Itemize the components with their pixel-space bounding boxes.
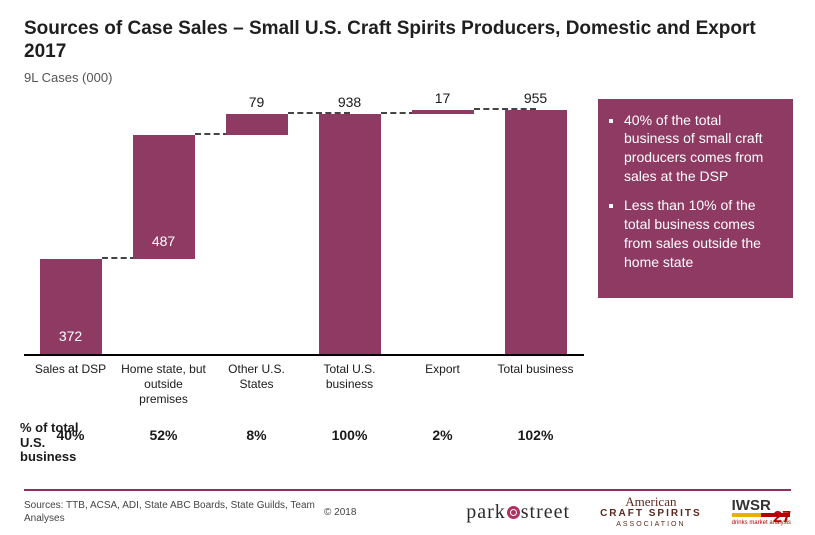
copyright-text: © 2018	[324, 507, 384, 518]
acsa-logo-line1: American	[625, 494, 676, 509]
parkstreet-logo-icon	[507, 506, 520, 519]
x-axis-label: Export	[396, 362, 489, 407]
x-axis-label: Home state, but outside premises	[117, 362, 210, 407]
percent-row: % of total U.S. business 40%52%8%100%2%1…	[24, 427, 584, 443]
footer-logos: park street American CRAFT SPIRITS ASSOCI…	[384, 495, 791, 529]
bar-value-label: 372	[40, 328, 102, 344]
bar	[226, 114, 288, 134]
percent-value: 52%	[117, 427, 210, 443]
acsa-logo: American CRAFT SPIRITS ASSOCIATION	[600, 495, 702, 529]
iwsr-logo-text: IWSR	[732, 497, 771, 514]
x-axis-label: Total business	[489, 362, 582, 407]
key-takeaways-box: 40% of the total business of small craft…	[598, 99, 793, 298]
bar	[412, 110, 474, 114]
takeaway-bullet: Less than 10% of the total business come…	[624, 196, 779, 272]
chart-block: 3724877993817955 Sales at DSPHome state,…	[24, 99, 584, 443]
takeaway-bullets: 40% of the total business of small craft…	[608, 111, 779, 272]
parkstreet-logo-left: park	[466, 501, 506, 523]
x-axis-label: Sales at DSP	[24, 362, 117, 407]
x-axis-label: Total U.S. business	[303, 362, 396, 407]
parkstreet-logo-right: street	[521, 501, 570, 523]
bar-value-label: 487	[133, 233, 195, 249]
body-row: 3724877993817955 Sales at DSPHome state,…	[24, 99, 791, 443]
page-number: 27	[773, 509, 791, 527]
x-axis-label: Other U.S. States	[210, 362, 303, 407]
sources-text: Sources: TTB, ACSA, ADI, State ABC Board…	[24, 499, 324, 525]
waterfall-chart: 3724877993817955	[24, 99, 584, 356]
bar	[505, 110, 567, 354]
bar-value-label: 938	[319, 94, 381, 110]
x-axis-labels: Sales at DSPHome state, but outside prem…	[24, 362, 584, 407]
percent-value: 100%	[303, 427, 396, 443]
percent-value: 8%	[210, 427, 303, 443]
acsa-logo-line3: ASSOCIATION	[616, 521, 685, 528]
bar-value-label: 955	[505, 90, 567, 106]
slide: Sources of Case Sales – Small U.S. Craft…	[0, 0, 815, 535]
takeaway-bullet: 40% of the total business of small craft…	[624, 111, 779, 187]
footer: Sources: TTB, ACSA, ADI, State ABC Board…	[24, 489, 791, 529]
bar-value-label: 79	[226, 94, 288, 110]
percent-row-label: % of total U.S. business	[20, 421, 86, 466]
percent-values: 40%52%8%100%2%102%	[24, 427, 584, 443]
percent-value: 102%	[489, 427, 582, 443]
parkstreet-logo: park street	[466, 501, 570, 524]
acsa-logo-line2: CRAFT SPIRITS	[600, 508, 702, 519]
bar-value-label: 17	[412, 90, 474, 106]
chart-subtitle: 9L Cases (000)	[24, 70, 791, 85]
bar	[319, 114, 381, 353]
percent-value: 2%	[396, 427, 489, 443]
chart-title: Sources of Case Sales – Small U.S. Craft…	[24, 18, 791, 64]
